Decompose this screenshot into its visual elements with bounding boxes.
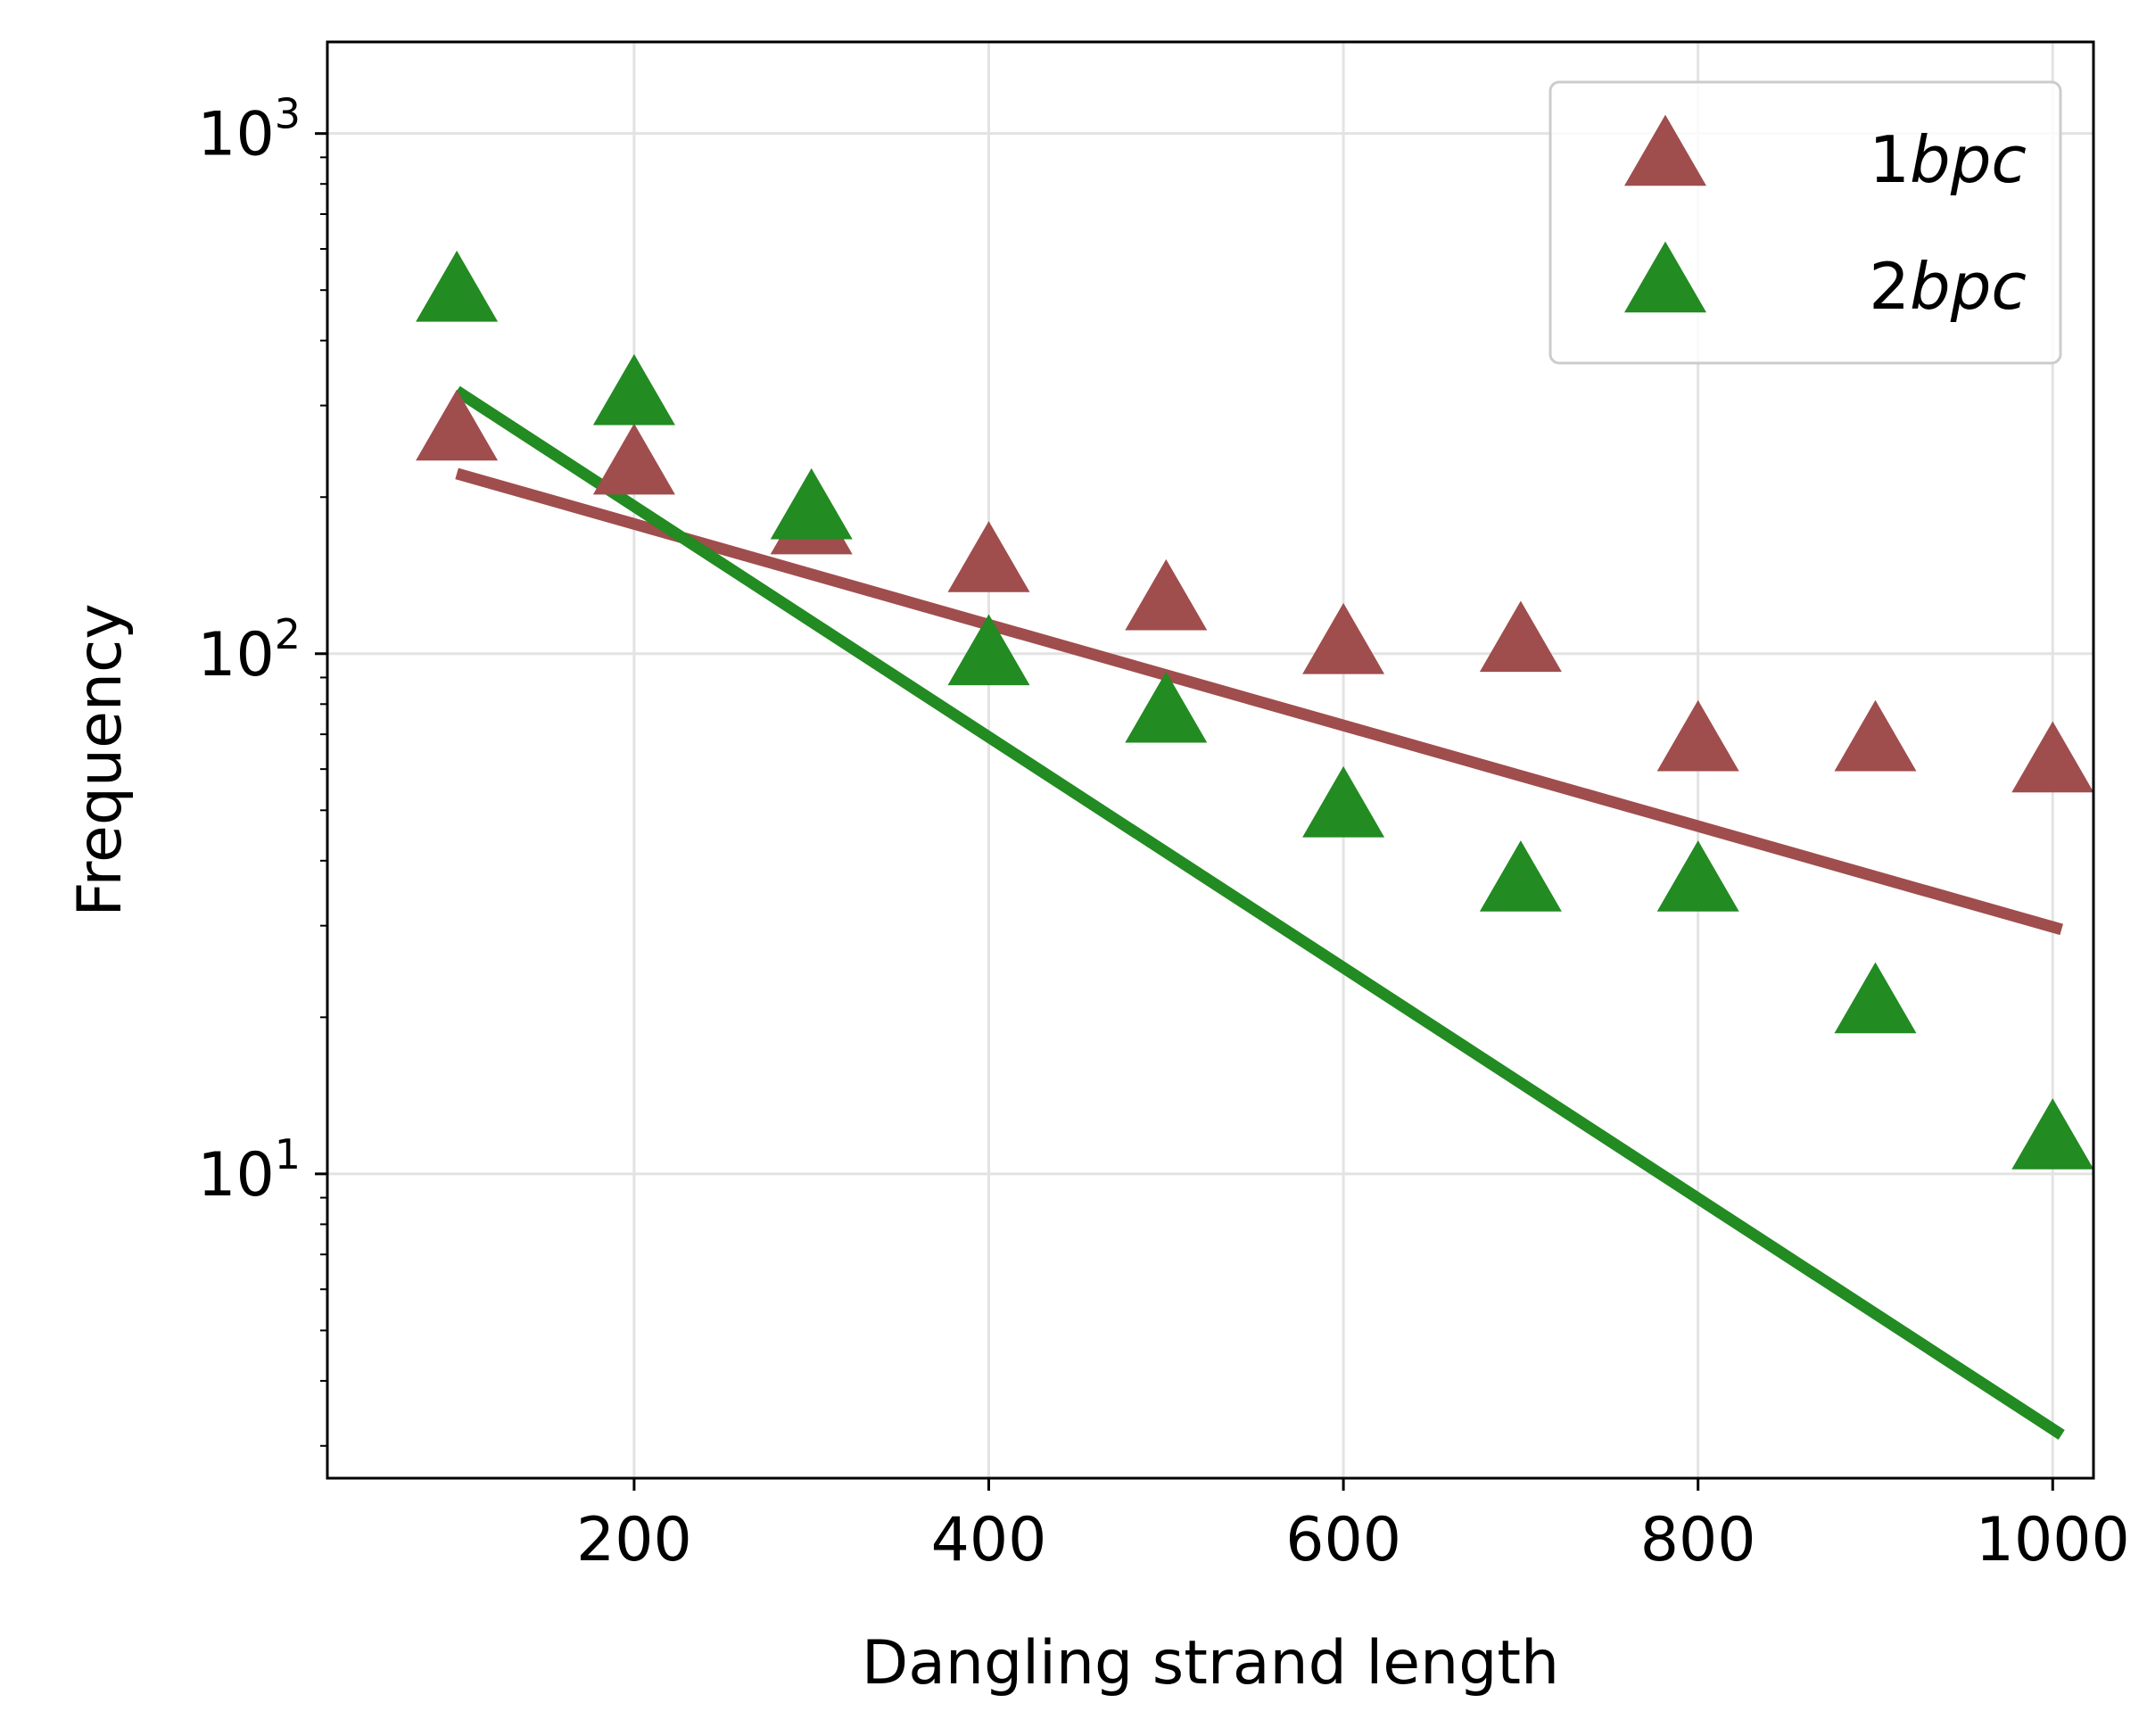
y-tick-label: 103 <box>197 90 301 170</box>
legend: 1bpc 2bpc <box>1548 80 2062 365</box>
axis-ticks: 200 400 600 800 1000 101 102 103 <box>197 90 2130 1575</box>
x-tick-label: 600 <box>1285 1505 1401 1575</box>
marker-2bpc <box>2011 1098 2094 1170</box>
marker-2bpc <box>1834 962 1917 1034</box>
legend-label-1bpc-prefix: 1 <box>1869 122 1910 197</box>
marker-1bpc <box>1834 699 1917 772</box>
marker-1bpc <box>1479 600 1562 673</box>
legend-marker-1bpc <box>1624 114 1706 186</box>
y-axis-label: Frequency <box>65 603 136 916</box>
marker-2bpc <box>947 614 1030 686</box>
marker-2bpc <box>770 467 853 540</box>
legend-label-2bpc-prefix: 2 <box>1869 249 1910 324</box>
fit-lines <box>453 385 2065 1440</box>
fit-line-1bpc <box>455 467 2063 936</box>
marker-1bpc <box>1302 602 1385 674</box>
legend-label-1bpc-italic: bpc <box>1910 122 2027 197</box>
legend-marker-2bpc <box>1624 241 1706 313</box>
marker-2bpc <box>416 250 499 322</box>
plot-frame <box>326 40 2095 1480</box>
marker-1bpc <box>947 521 1030 592</box>
x-axis-label: Dangling strand length <box>862 1628 1559 1699</box>
x-tick-label: 200 <box>576 1505 692 1575</box>
marker-2bpc <box>592 353 675 426</box>
fit-line-2bpc <box>453 385 2065 1440</box>
legend-label-2bpc-italic: bpc <box>1910 249 2027 324</box>
y-tick-label: 101 <box>197 1130 301 1211</box>
marker-2bpc <box>1302 765 1385 838</box>
marker-1bpc <box>592 423 675 495</box>
x-tick-label: 1000 <box>1976 1505 2130 1575</box>
marker-2bpc <box>1656 840 1739 912</box>
marker-2bpc <box>1479 840 1562 912</box>
x-tick-label: 800 <box>1640 1505 1756 1575</box>
legend-label-1bpc: 1bpc <box>1869 122 2027 197</box>
marker-2bpc <box>1125 671 1208 743</box>
x-tick-label: 400 <box>931 1505 1047 1575</box>
marker-1bpc <box>1125 558 1208 631</box>
legend-label-2bpc: 2bpc <box>1869 249 2027 324</box>
marker-1bpc <box>2011 721 2094 793</box>
marker-1bpc <box>416 389 499 461</box>
data-markers <box>416 250 2094 1170</box>
y-tick-label: 102 <box>197 610 301 690</box>
marker-1bpc <box>1656 699 1739 772</box>
